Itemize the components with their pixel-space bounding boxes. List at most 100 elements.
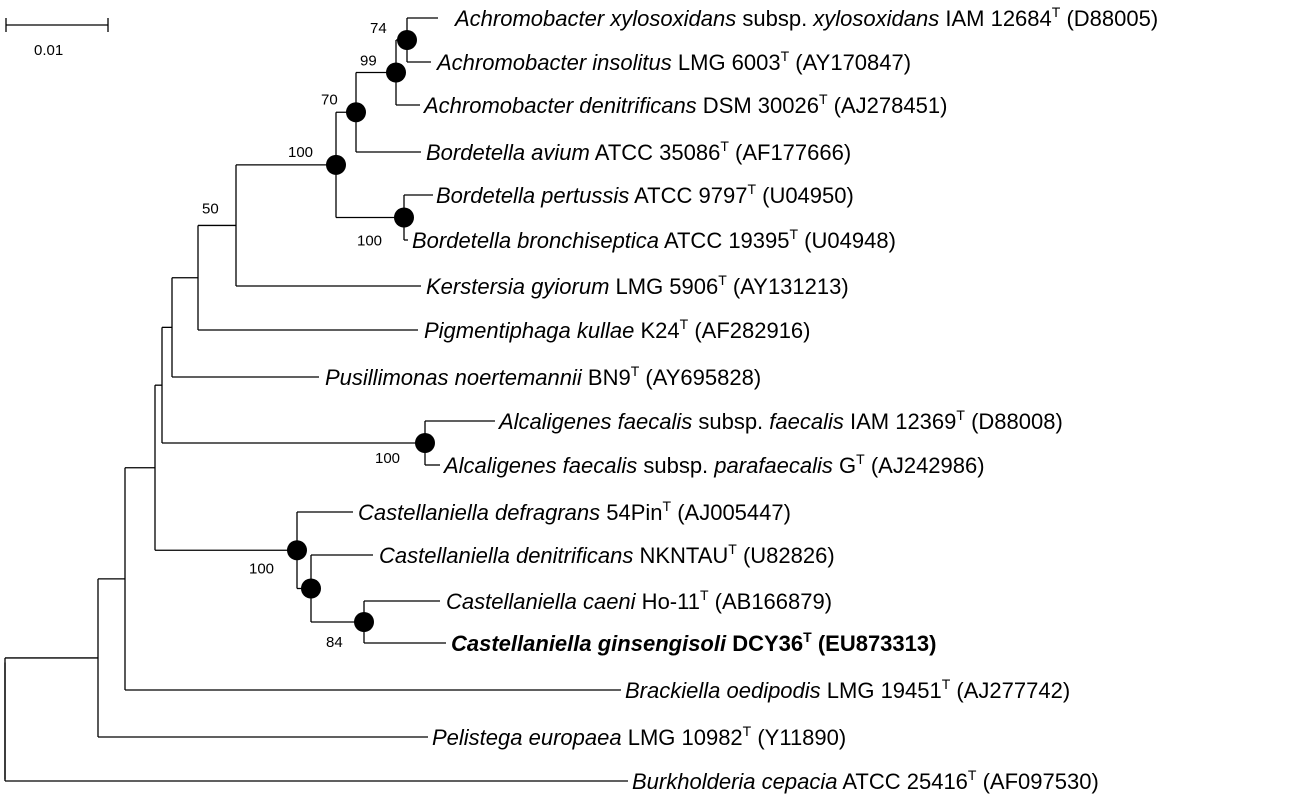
type-strain-mark: T	[743, 723, 752, 739]
accession-number: (AB166879)	[709, 589, 833, 614]
type-strain-mark: T	[728, 541, 737, 557]
taxon-label-t13: Castellaniella denitrificans NKNTAUT (U8…	[379, 541, 835, 568]
node-marker-n_achro_bav	[346, 102, 366, 123]
scale-bar: 0.01	[5, 18, 109, 59]
taxon-label-t12: Castellaniella defragrans 54PinT (AJ0054…	[358, 498, 791, 525]
type-strain-mark: T	[856, 451, 865, 467]
species-name: Achromobacter insolitus	[435, 50, 672, 75]
species-name: Bordetella pertussis	[436, 183, 629, 208]
type-strain-mark: T	[968, 767, 977, 783]
type-strain-mark: T	[803, 629, 812, 645]
node-marker-n_cden	[301, 578, 321, 599]
type-strain-mark: T	[790, 226, 799, 242]
strain-id: Ho-11	[636, 589, 700, 614]
taxon-label-t17: Pelistega europaea LMG 10982T (Y11890)	[432, 723, 846, 750]
type-strain-mark: T	[680, 316, 689, 332]
species-name: Brackiella oedipodis	[625, 678, 821, 703]
taxon-label-t18: Burkholderia cepacia ATCC 25416T (AF0975…	[632, 767, 1099, 794]
bootstrap-value-n_achro_bav: 70	[321, 91, 338, 108]
bootstrap-value-n_kers: 50	[202, 200, 219, 217]
species-name: Castellaniella defragrans	[358, 500, 600, 525]
taxon-label-t2: Achromobacter insolitus LMG 6003T (AY170…	[435, 48, 911, 75]
species-name: Pelistega europaea	[432, 725, 622, 750]
taxon-labels: Achromobacter xylosoxidans subsp. xyloso…	[325, 4, 1158, 794]
accession-number: (U04948)	[798, 228, 896, 253]
tree-nodes	[287, 30, 435, 632]
strain-id: IAM 12369	[844, 409, 957, 434]
type-strain-mark: T	[720, 138, 729, 154]
taxon-label-t1: Achromobacter xylosoxidans subsp. xyloso…	[453, 4, 1158, 31]
species-name: Bordetella bronchiseptica	[412, 228, 659, 253]
node-marker-n_pert	[394, 207, 414, 228]
taxon-label-t7: Kerstersia gyiorum LMG 5906T (AY131213)	[426, 272, 849, 299]
accession-number: (AF177666)	[729, 140, 851, 165]
taxon-label-t9: Pusillimonas noertemannii BN9T (AY695828…	[325, 363, 761, 390]
strain-id: LMG 10982	[622, 725, 743, 750]
strain-id: 54Pin	[600, 500, 662, 525]
subspecies-name: faecalis	[769, 409, 844, 434]
tree-branches	[4, 17, 628, 782]
strain-id: K24	[634, 318, 679, 343]
species-name: Alcaligenes faecalis	[442, 453, 637, 478]
strain-id: BN9	[582, 365, 631, 390]
accession-number: (AJ277742)	[950, 678, 1070, 703]
type-strain-mark: T	[956, 407, 965, 423]
subspecies-name: parafaecalis	[713, 453, 833, 478]
accession-number: (AY695828)	[639, 365, 761, 390]
strain-id: LMG 5906	[609, 274, 718, 299]
bootstrap-values: 74 99 70 100 100 50 100 100 84	[202, 20, 400, 651]
accession-number: (D88008)	[965, 409, 1063, 434]
species-name: Achromobacter xylosoxidans	[453, 6, 736, 31]
taxon-label-t4: Bordetella avium ATCC 35086T (AF177666)	[426, 138, 851, 165]
strain-id: ATCC 19395	[659, 228, 789, 253]
strain-id: DCY36	[726, 631, 803, 656]
type-strain-mark: T	[663, 498, 672, 514]
bootstrap-value-n_cast: 100	[249, 560, 274, 577]
bootstrap-value-n_bord: 100	[288, 144, 313, 161]
accession-number: (AY170847)	[789, 50, 911, 75]
bootstrap-value-n_alc: 100	[375, 450, 400, 467]
bootstrap-value-n_achro: 99	[360, 53, 377, 70]
type-strain-mark: T	[819, 91, 828, 107]
species-name: Kerstersia gyiorum	[426, 274, 609, 299]
node-marker-n_cast	[287, 540, 307, 561]
strain-id: DSM 30026	[697, 93, 819, 118]
taxon-label-t10: Alcaligenes faecalis subsp. faecalis IAM…	[497, 407, 1063, 434]
accession-number: (Y11890)	[751, 725, 846, 750]
node-marker-n_bord	[326, 154, 346, 175]
type-strain-mark: T	[747, 181, 756, 197]
species-name: Pusillimonas noertemannii	[325, 365, 583, 390]
type-strain-mark: T	[781, 48, 790, 64]
node-marker-n_achro	[386, 62, 406, 83]
subspecies-name: xylosoxidans	[812, 6, 939, 31]
accession-number: (AF097530)	[976, 769, 1098, 794]
subsp-marker: subsp.	[692, 409, 769, 434]
node-marker-n_alc	[415, 433, 435, 453]
taxon-label-t16: Brackiella oedipodis LMG 19451T (AJ27774…	[625, 676, 1070, 703]
scale-bar-label: 0.01	[34, 42, 63, 59]
accession-number: (AJ242986)	[865, 453, 985, 478]
accession-number: (D88005)	[1060, 6, 1158, 31]
taxon-label-t3: Achromobacter denitrificans DSM 30026T (…	[422, 91, 947, 118]
strain-id: LMG 6003	[672, 50, 781, 75]
species-name: Burkholderia cepacia	[632, 769, 837, 794]
strain-id: ATCC 25416	[837, 769, 967, 794]
taxon-label-t15: Castellaniella ginsengisoli DCY36T (EU87…	[451, 629, 936, 656]
species-name: Bordetella avium	[426, 140, 590, 165]
accession-number: (AY131213)	[727, 274, 849, 299]
accession-number: (EU873313)	[812, 631, 937, 656]
node-marker-n_cgin	[354, 612, 374, 632]
species-name: Alcaligenes faecalis	[497, 409, 692, 434]
subsp-marker: subsp.	[637, 453, 714, 478]
taxon-label-t11: Alcaligenes faecalis subsp. parafaecalis…	[442, 451, 985, 478]
accession-number: (AJ278451)	[828, 93, 948, 118]
accession-number: (AJ005447)	[671, 500, 791, 525]
strain-id: G	[833, 453, 856, 478]
taxon-label-t14: Castellaniella caeni Ho-11T (AB166879)	[446, 587, 832, 614]
taxon-label-t6: Bordetella bronchiseptica ATCC 19395T (U…	[412, 226, 896, 253]
accession-number: (U04950)	[756, 183, 854, 208]
type-strain-mark: T	[631, 363, 640, 379]
taxon-label-t5: Bordetella pertussis ATCC 9797T (U04950)	[436, 181, 854, 208]
accession-number: (AF282916)	[688, 318, 810, 343]
accession-number: (U82826)	[737, 543, 835, 568]
